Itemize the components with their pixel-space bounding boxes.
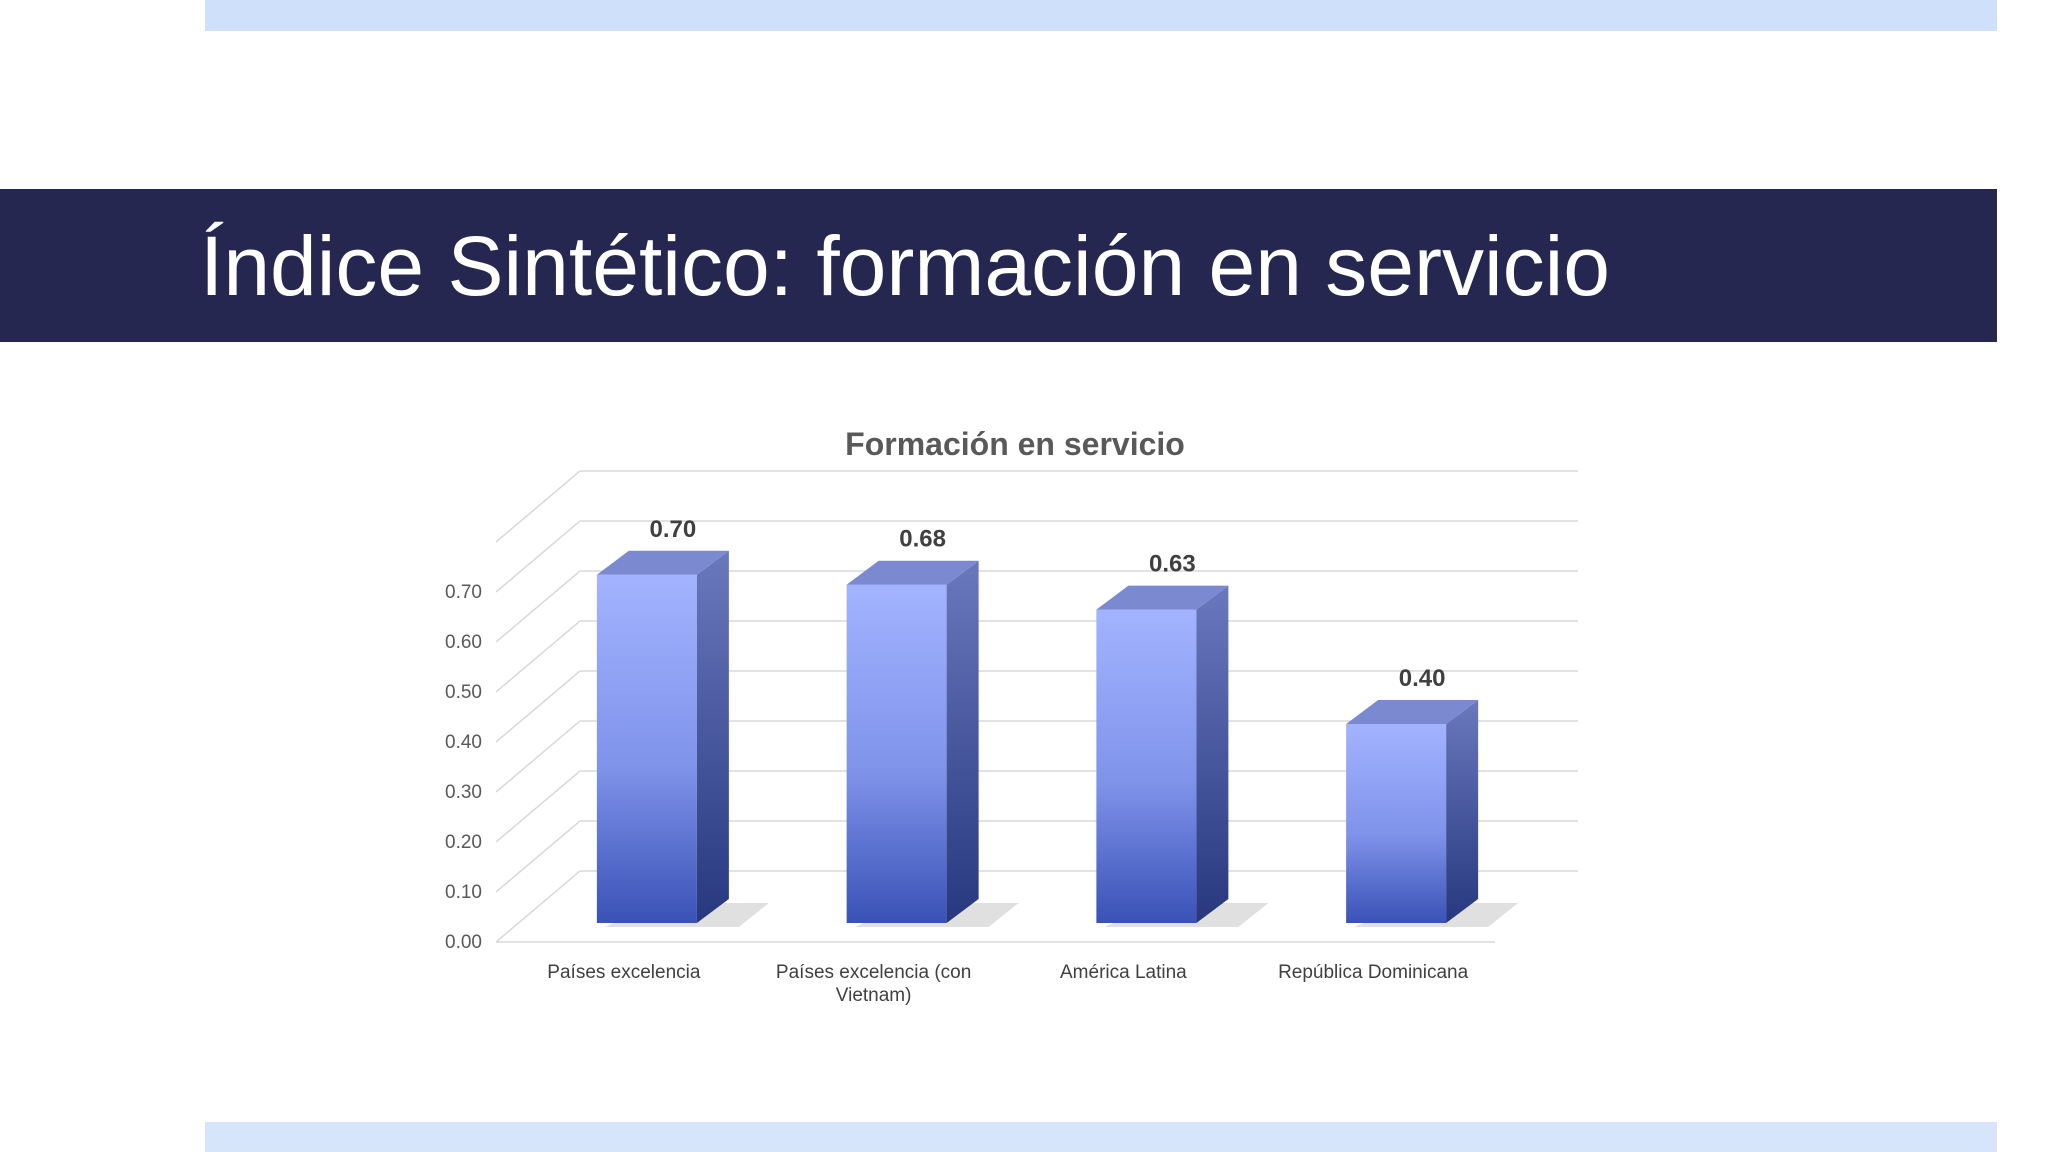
title-band (0, 189, 1997, 342)
gridline-diagonal (495, 470, 581, 543)
gridline-diagonal (495, 520, 581, 593)
bar-top (846, 560, 979, 585)
gridline-diagonal (495, 620, 581, 693)
bar-top (596, 550, 729, 575)
y-tick-label: 0.10 (445, 882, 482, 903)
y-tick-label: 0.20 (445, 832, 482, 853)
x-category-label: Países excelencia (547, 962, 701, 983)
bar-front (846, 584, 947, 923)
gridline-diagonal (495, 820, 581, 893)
gridline-diagonal (495, 770, 581, 843)
y-tick-label: 0.30 (445, 782, 482, 803)
x-category-label: Países excelencia (con (776, 962, 971, 983)
x-category-label: América Latina (1060, 962, 1187, 983)
bar-side (946, 560, 979, 923)
data-label: 0.68 (899, 526, 946, 553)
data-label: 0.40 (1399, 665, 1446, 692)
x-category-label: Vietnam) (836, 985, 912, 1006)
chart-labels: 0.00 0.10 0.20 0.30 0.40 0.50 0.60 0.70 0.70 País… (445, 516, 1469, 1006)
y-tick-label: 0.60 (445, 632, 482, 653)
bar-front (1096, 609, 1197, 923)
y-tick-label: 0.00 (445, 932, 482, 953)
bar-3 (1096, 585, 1269, 927)
gridline-diagonal (495, 570, 581, 643)
bar-top (1346, 700, 1479, 724)
bar-side (1196, 585, 1229, 923)
gridline-diagonal (495, 720, 581, 793)
bar-2 (846, 560, 1019, 927)
bar-front (596, 574, 697, 923)
y-tick-label: 0.40 (445, 732, 482, 753)
top-accent-band (205, 0, 1997, 31)
y-tick-label: 0.50 (445, 682, 482, 703)
gridline-diagonal (495, 870, 581, 943)
bar-1 (596, 550, 769, 927)
y-tick-label: 0.70 (445, 582, 482, 603)
bar-top (1096, 585, 1229, 610)
bar-side (696, 550, 729, 923)
bar-side (1446, 700, 1479, 923)
data-label: 0.70 (650, 516, 697, 543)
chart-title: Formación en servicio (845, 426, 1185, 462)
gridline-diagonal (495, 670, 581, 743)
bar-front (1346, 724, 1447, 923)
x-category-label: República Dominicana (1278, 962, 1469, 983)
chart-bars (596, 550, 1519, 927)
bottom-accent-band (205, 1122, 1997, 1152)
bar-4 (1346, 700, 1519, 927)
data-label: 0.63 (1149, 551, 1196, 578)
slide-title: Índice Sintético: formación en servicio (200, 219, 1610, 313)
